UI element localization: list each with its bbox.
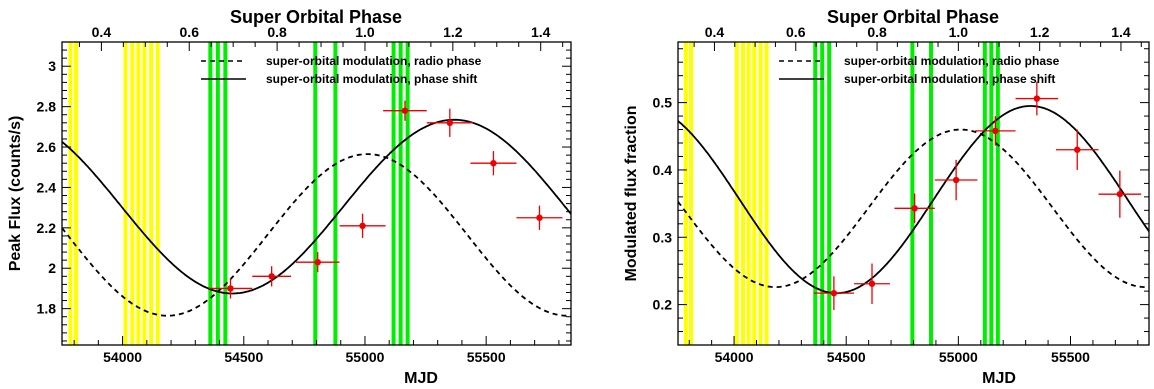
legend-label: super-orbital modulation, phase shift bbox=[266, 72, 477, 86]
data-point bbox=[934, 159, 978, 201]
top-tick-label: 1.0 bbox=[355, 24, 375, 40]
data-marker bbox=[911, 205, 918, 212]
top-tick-label: 1.0 bbox=[949, 24, 969, 40]
x-axis-title: MJD bbox=[404, 370, 438, 387]
x-tick-label: 54500 bbox=[224, 349, 263, 365]
y-tick-label: 0.2 bbox=[653, 297, 673, 313]
data-marker bbox=[868, 280, 876, 287]
y-axis-title: Modulated flux fraction bbox=[623, 106, 640, 282]
y-tick-label: 2.2 bbox=[37, 220, 57, 236]
x-tick-label: 54000 bbox=[715, 349, 754, 365]
top-axis-title: Super Orbital Phase bbox=[230, 7, 402, 27]
y-tick-label: 0.5 bbox=[653, 95, 673, 111]
y-tick-label: 2.4 bbox=[37, 179, 57, 195]
data-point bbox=[975, 116, 1016, 146]
data-point bbox=[1055, 129, 1099, 170]
chart-panel-2: 54000 54500 55000 55500 MJD 0.2 0.3 0.4 0.5 Modul… bbox=[623, 7, 1150, 387]
data-point bbox=[470, 151, 517, 176]
phase-shift-curve bbox=[678, 105, 1149, 295]
data-marker bbox=[227, 285, 234, 292]
data-point bbox=[383, 100, 427, 121]
top-tick-label: 1.4 bbox=[1111, 24, 1131, 40]
data-point bbox=[516, 205, 563, 230]
x-tick-label: 55000 bbox=[346, 349, 385, 365]
data-marker bbox=[992, 127, 999, 135]
data-marker bbox=[446, 119, 454, 127]
data-marker bbox=[401, 107, 409, 114]
data-marker bbox=[1116, 190, 1124, 198]
x-axis-title: MJD bbox=[982, 370, 1016, 387]
observation-bands bbox=[683, 42, 1000, 345]
x-tick-label: 55500 bbox=[1051, 349, 1090, 365]
data-marker bbox=[268, 273, 275, 280]
top-tick-label: 1.4 bbox=[531, 24, 551, 40]
data-point bbox=[295, 252, 340, 273]
data-point bbox=[894, 193, 935, 224]
legend: super-orbital modulation, radio phase sup… bbox=[201, 54, 482, 86]
top-tick-label: 0.4 bbox=[92, 24, 112, 40]
legend: super-orbital modulation, radio phase sup… bbox=[779, 54, 1060, 86]
data-point bbox=[1098, 170, 1142, 218]
top-tick-label: 0.6 bbox=[786, 24, 806, 40]
radio-phase-curve bbox=[62, 153, 571, 317]
data-marker bbox=[536, 214, 543, 221]
data-marker bbox=[490, 160, 497, 167]
model-curves bbox=[678, 105, 1149, 295]
axes: 54000 54500 55000 55500 MJD 0.2 0.3 0.4 0.5 Modul… bbox=[623, 7, 1149, 387]
x-tick-label: 54000 bbox=[103, 349, 142, 365]
y-tick-label: 0.3 bbox=[653, 229, 673, 245]
data-marker bbox=[1033, 95, 1041, 102]
x-tick-label: 54500 bbox=[827, 349, 866, 365]
data-point bbox=[813, 276, 855, 310]
data-point bbox=[426, 108, 473, 137]
x-tick-label: 55000 bbox=[939, 349, 978, 365]
top-tick-label: 0.8 bbox=[867, 24, 887, 40]
chart-panel-1: 54000 54500 55000 55500 MJD 1.8 2 2.2 2.4 2.6 2.8 3… bbox=[7, 7, 572, 387]
data-points bbox=[813, 81, 1142, 310]
y-tick-label: 2.8 bbox=[37, 99, 57, 115]
legend-label: super-orbital modulation, radio phase bbox=[844, 54, 1060, 68]
x-tick-label: 55500 bbox=[467, 349, 506, 365]
data-marker bbox=[314, 258, 321, 266]
y-tick-label: 2 bbox=[48, 260, 56, 276]
phase-shift-curve bbox=[62, 118, 571, 295]
top-tick-label: 1.2 bbox=[443, 24, 463, 40]
data-marker bbox=[1074, 146, 1081, 153]
top-axis-title: Super Orbital Phase bbox=[827, 7, 999, 27]
axes: 54000 54500 55000 55500 MJD 1.8 2 2.2 2.4 2.6 2.8 3… bbox=[7, 7, 571, 387]
y-tick-label: 2.6 bbox=[37, 139, 57, 155]
top-tick-label: 0.4 bbox=[705, 24, 725, 40]
data-point bbox=[1015, 81, 1059, 116]
top-tick-label: 0.8 bbox=[267, 24, 287, 40]
top-tick-label: 1.2 bbox=[1030, 24, 1050, 40]
data-marker bbox=[952, 176, 960, 184]
observation-bands bbox=[68, 42, 410, 345]
data-point bbox=[339, 213, 386, 238]
y-tick-label: 1.8 bbox=[37, 301, 57, 317]
data-marker bbox=[359, 222, 366, 230]
legend-label: super-orbital modulation, radio phase bbox=[266, 54, 482, 68]
y-axis-title: Peak Flux (counts/s) bbox=[7, 116, 24, 272]
legend-label: super-orbital modulation, phase shift bbox=[844, 72, 1055, 86]
data-points bbox=[208, 100, 563, 299]
data-point bbox=[854, 263, 890, 304]
data-point bbox=[252, 266, 292, 287]
data-marker bbox=[830, 289, 838, 297]
model-curves bbox=[62, 118, 571, 317]
top-tick-label: 0.6 bbox=[180, 24, 200, 40]
y-tick-label: 3 bbox=[48, 58, 56, 74]
data-point bbox=[208, 278, 253, 299]
y-tick-label: 0.4 bbox=[653, 162, 673, 178]
